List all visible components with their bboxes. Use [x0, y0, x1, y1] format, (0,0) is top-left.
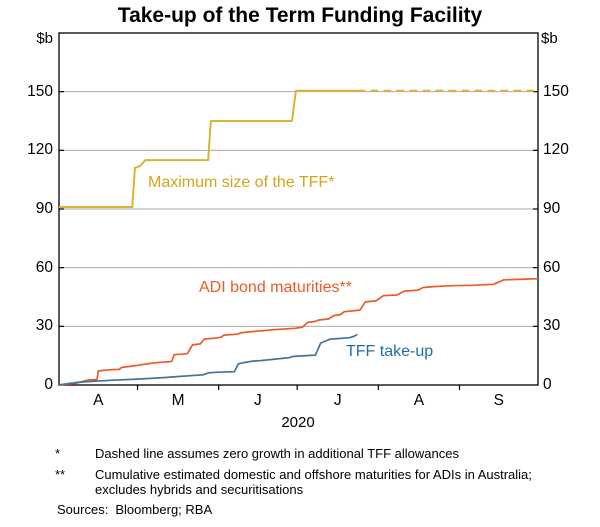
y-axis-unit-right: $b — [541, 30, 558, 47]
y-tick-label: 0 — [543, 376, 552, 393]
series-line-max-size-of-tff — [59, 89, 358, 208]
y-tick-label: 150 — [27, 82, 53, 100]
footnote-2-symbol: ** — [55, 467, 66, 482]
y-tick-label: 60 — [543, 258, 561, 276]
series-line-tff-take-up — [58, 333, 358, 386]
y-tick-label: 120 — [27, 141, 53, 159]
series-line-adi-bond-maturities — [58, 277, 539, 386]
sources-line: Sources: Bloomberg; RBA — [57, 502, 212, 517]
x-month-label: A — [413, 392, 425, 409]
sources-label: Sources: — [57, 502, 109, 517]
footnote-1-symbol: * — [55, 446, 61, 461]
series-label-tff-take-up: TFF take-up — [346, 343, 434, 360]
x-month-label: M — [171, 392, 185, 409]
x-month-label: J — [254, 392, 262, 409]
y-tick-label: 60 — [35, 258, 53, 276]
y-axis-unit-left: $b — [36, 30, 53, 47]
series-label-adi-bond-maturities: ADI bond maturities** — [199, 279, 352, 296]
y-tick-label: 30 — [35, 317, 53, 335]
sources-text: Bloomberg; RBA — [115, 502, 213, 517]
x-month-label: A — [93, 392, 104, 409]
chart-title: Take-up of the Term Funding Facility — [117, 4, 483, 27]
x-month-label: S — [493, 392, 504, 409]
x-month-label: J — [333, 392, 342, 409]
x-axis-year-label: 2020 — [281, 414, 315, 431]
y-tick-label: 30 — [543, 317, 561, 335]
y-tick-label: 90 — [543, 200, 561, 217]
series-label-max-size-of-tff: Maximum size of the TFF* — [148, 174, 335, 191]
y-tick-label: 0 — [44, 376, 53, 393]
y-tick-label: 150 — [543, 82, 569, 100]
y-tick-label: 90 — [35, 200, 53, 217]
footnote-2-text: Cumulative estimated domestic and offsho… — [95, 467, 532, 497]
footnote-1-text: Dashed line assumes zero growth in addit… — [95, 446, 459, 461]
y-tick-label: 120 — [543, 141, 569, 159]
